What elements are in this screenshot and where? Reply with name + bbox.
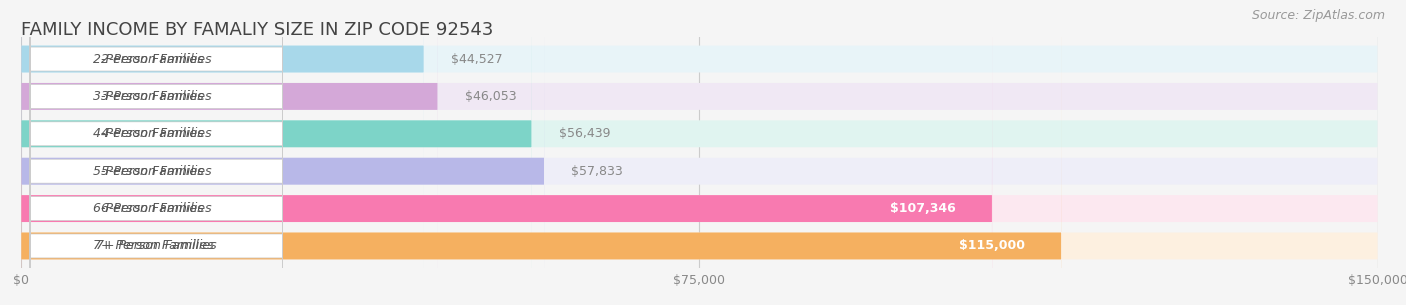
Text: 5-Person Families: 5-Person Families [101, 165, 212, 178]
Text: 5-Person Families: 5-Person Families [93, 165, 204, 178]
FancyBboxPatch shape [21, 0, 993, 305]
FancyBboxPatch shape [21, 0, 1378, 305]
FancyBboxPatch shape [21, 0, 1062, 305]
Text: $46,053: $46,053 [465, 90, 516, 103]
FancyBboxPatch shape [21, 0, 1378, 305]
FancyBboxPatch shape [30, 0, 283, 305]
Text: 7+ Person Families: 7+ Person Families [96, 239, 217, 253]
FancyBboxPatch shape [21, 0, 531, 305]
FancyBboxPatch shape [30, 0, 283, 305]
Text: 3-Person Families: 3-Person Families [93, 90, 204, 103]
Text: 7+ Person Families: 7+ Person Families [93, 239, 214, 253]
FancyBboxPatch shape [21, 0, 1378, 305]
Text: FAMILY INCOME BY FAMALIY SIZE IN ZIP CODE 92543: FAMILY INCOME BY FAMALIY SIZE IN ZIP COD… [21, 21, 494, 39]
Text: 4-Person Families: 4-Person Families [93, 127, 204, 140]
Text: $115,000: $115,000 [959, 239, 1025, 253]
Text: Source: ZipAtlas.com: Source: ZipAtlas.com [1251, 9, 1385, 22]
Text: 3-Person Families: 3-Person Families [101, 90, 212, 103]
Text: 2-Person Families: 2-Person Families [93, 52, 204, 66]
FancyBboxPatch shape [21, 0, 544, 305]
Text: 4-Person Families: 4-Person Families [101, 127, 212, 140]
FancyBboxPatch shape [30, 0, 283, 305]
FancyBboxPatch shape [21, 0, 1378, 305]
Text: 2-Person Families: 2-Person Families [101, 52, 212, 66]
Text: 6-Person Families: 6-Person Families [101, 202, 212, 215]
FancyBboxPatch shape [30, 0, 283, 305]
Text: 6-Person Families: 6-Person Families [93, 202, 204, 215]
FancyBboxPatch shape [21, 0, 423, 305]
Text: $44,527: $44,527 [451, 52, 502, 66]
FancyBboxPatch shape [21, 0, 437, 305]
Text: $107,346: $107,346 [890, 202, 956, 215]
Text: $57,833: $57,833 [571, 165, 623, 178]
Text: $56,439: $56,439 [558, 127, 610, 140]
FancyBboxPatch shape [30, 0, 283, 305]
FancyBboxPatch shape [21, 0, 1378, 305]
FancyBboxPatch shape [30, 0, 283, 305]
FancyBboxPatch shape [21, 0, 1378, 305]
